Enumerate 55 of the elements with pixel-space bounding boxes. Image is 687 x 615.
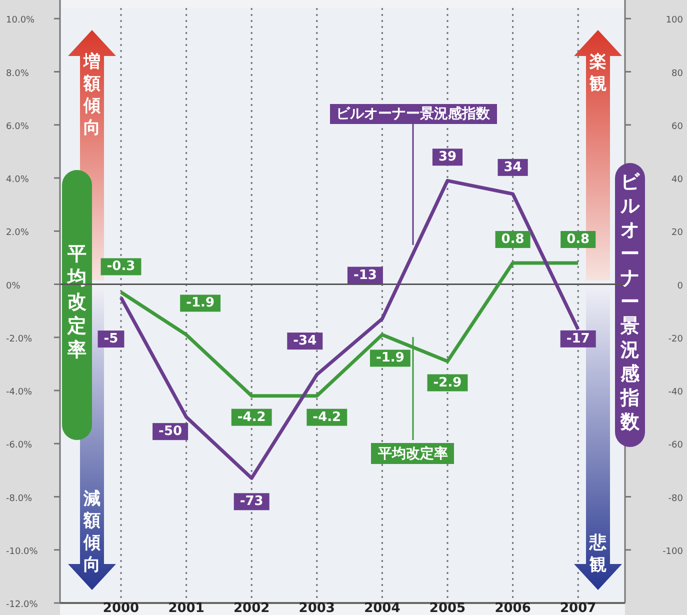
data-label: 0.8 bbox=[501, 232, 524, 247]
data-label: -34 bbox=[293, 334, 317, 349]
data-label: -17 bbox=[566, 331, 590, 346]
x-tick-label: 2004 bbox=[364, 601, 400, 615]
data-label: -73 bbox=[240, 494, 264, 510]
data-label: 34 bbox=[504, 160, 522, 175]
annotation: 悲観 bbox=[588, 533, 606, 575]
data-label: -13 bbox=[353, 268, 377, 283]
data-label: 0.8 bbox=[566, 232, 590, 247]
y-tick-label: -6.0% bbox=[6, 440, 33, 451]
y-axis-title: 平均改定率 bbox=[66, 243, 86, 361]
y-tick-label: -4.0% bbox=[6, 388, 33, 398]
data-label: -0.3 bbox=[106, 259, 136, 274]
y-tick-label: -10.0% bbox=[6, 546, 38, 557]
x-tick-label: 2006 bbox=[494, 601, 531, 615]
y2-tick-label: 40 bbox=[672, 175, 684, 185]
y2-tick-label: -60 bbox=[668, 440, 684, 451]
annotation: 減額傾向 bbox=[82, 489, 100, 575]
y-tick-label: 4.0% bbox=[6, 175, 30, 185]
y-tick-label: -12.0% bbox=[6, 600, 38, 610]
text: 平均改定率 bbox=[377, 445, 448, 462]
x-tick-label: 2007 bbox=[560, 601, 596, 615]
y-tick-label: 0% bbox=[6, 281, 21, 292]
y-tick-label: 8.0% bbox=[6, 68, 30, 79]
data-label: -5 bbox=[104, 332, 118, 347]
y2-tick-label: 80 bbox=[672, 68, 684, 79]
y-tick-label: 6.0% bbox=[6, 122, 30, 132]
y2-tick-label: -100 bbox=[662, 546, 684, 557]
y-tick-label: 10.0% bbox=[6, 16, 36, 26]
data-label: -4.2 bbox=[237, 410, 266, 425]
y2-tick-label: 60 bbox=[672, 122, 684, 132]
annotation: 増額傾向 bbox=[82, 51, 100, 138]
y2-tick-label: 0 bbox=[677, 281, 684, 292]
text: ビルオーナー景況感指数 bbox=[336, 106, 491, 122]
data-label: -1.9 bbox=[376, 350, 404, 366]
data-label: 39 bbox=[438, 150, 457, 165]
y-tick-label: 2.0% bbox=[6, 228, 30, 238]
y2-tick-label: 20 bbox=[672, 228, 684, 238]
x-tick-label: 2003 bbox=[298, 601, 335, 615]
annotation: 楽観 bbox=[588, 52, 606, 94]
y-tick-label: -2.0% bbox=[6, 334, 33, 344]
data-label: -50 bbox=[158, 424, 182, 440]
y-tick-label: -8.0% bbox=[6, 494, 33, 504]
data-label: -1.9 bbox=[186, 296, 215, 311]
y2-tick-label: 100 bbox=[666, 16, 684, 26]
x-tick-label: 2001 bbox=[168, 601, 204, 615]
text: ビルオーナー景況感指数 bbox=[620, 171, 640, 433]
x-tick-label: 2002 bbox=[234, 601, 270, 615]
data-label: -4.2 bbox=[312, 410, 342, 425]
data-label: -2.9 bbox=[433, 375, 462, 390]
x-tick-label: 2005 bbox=[429, 601, 466, 615]
y2-tick-label: -40 bbox=[668, 388, 684, 398]
x-tick-label: 2000 bbox=[102, 601, 140, 615]
y2-tick-label: -20 bbox=[668, 334, 684, 344]
y2-tick-label: -80 bbox=[668, 494, 684, 504]
